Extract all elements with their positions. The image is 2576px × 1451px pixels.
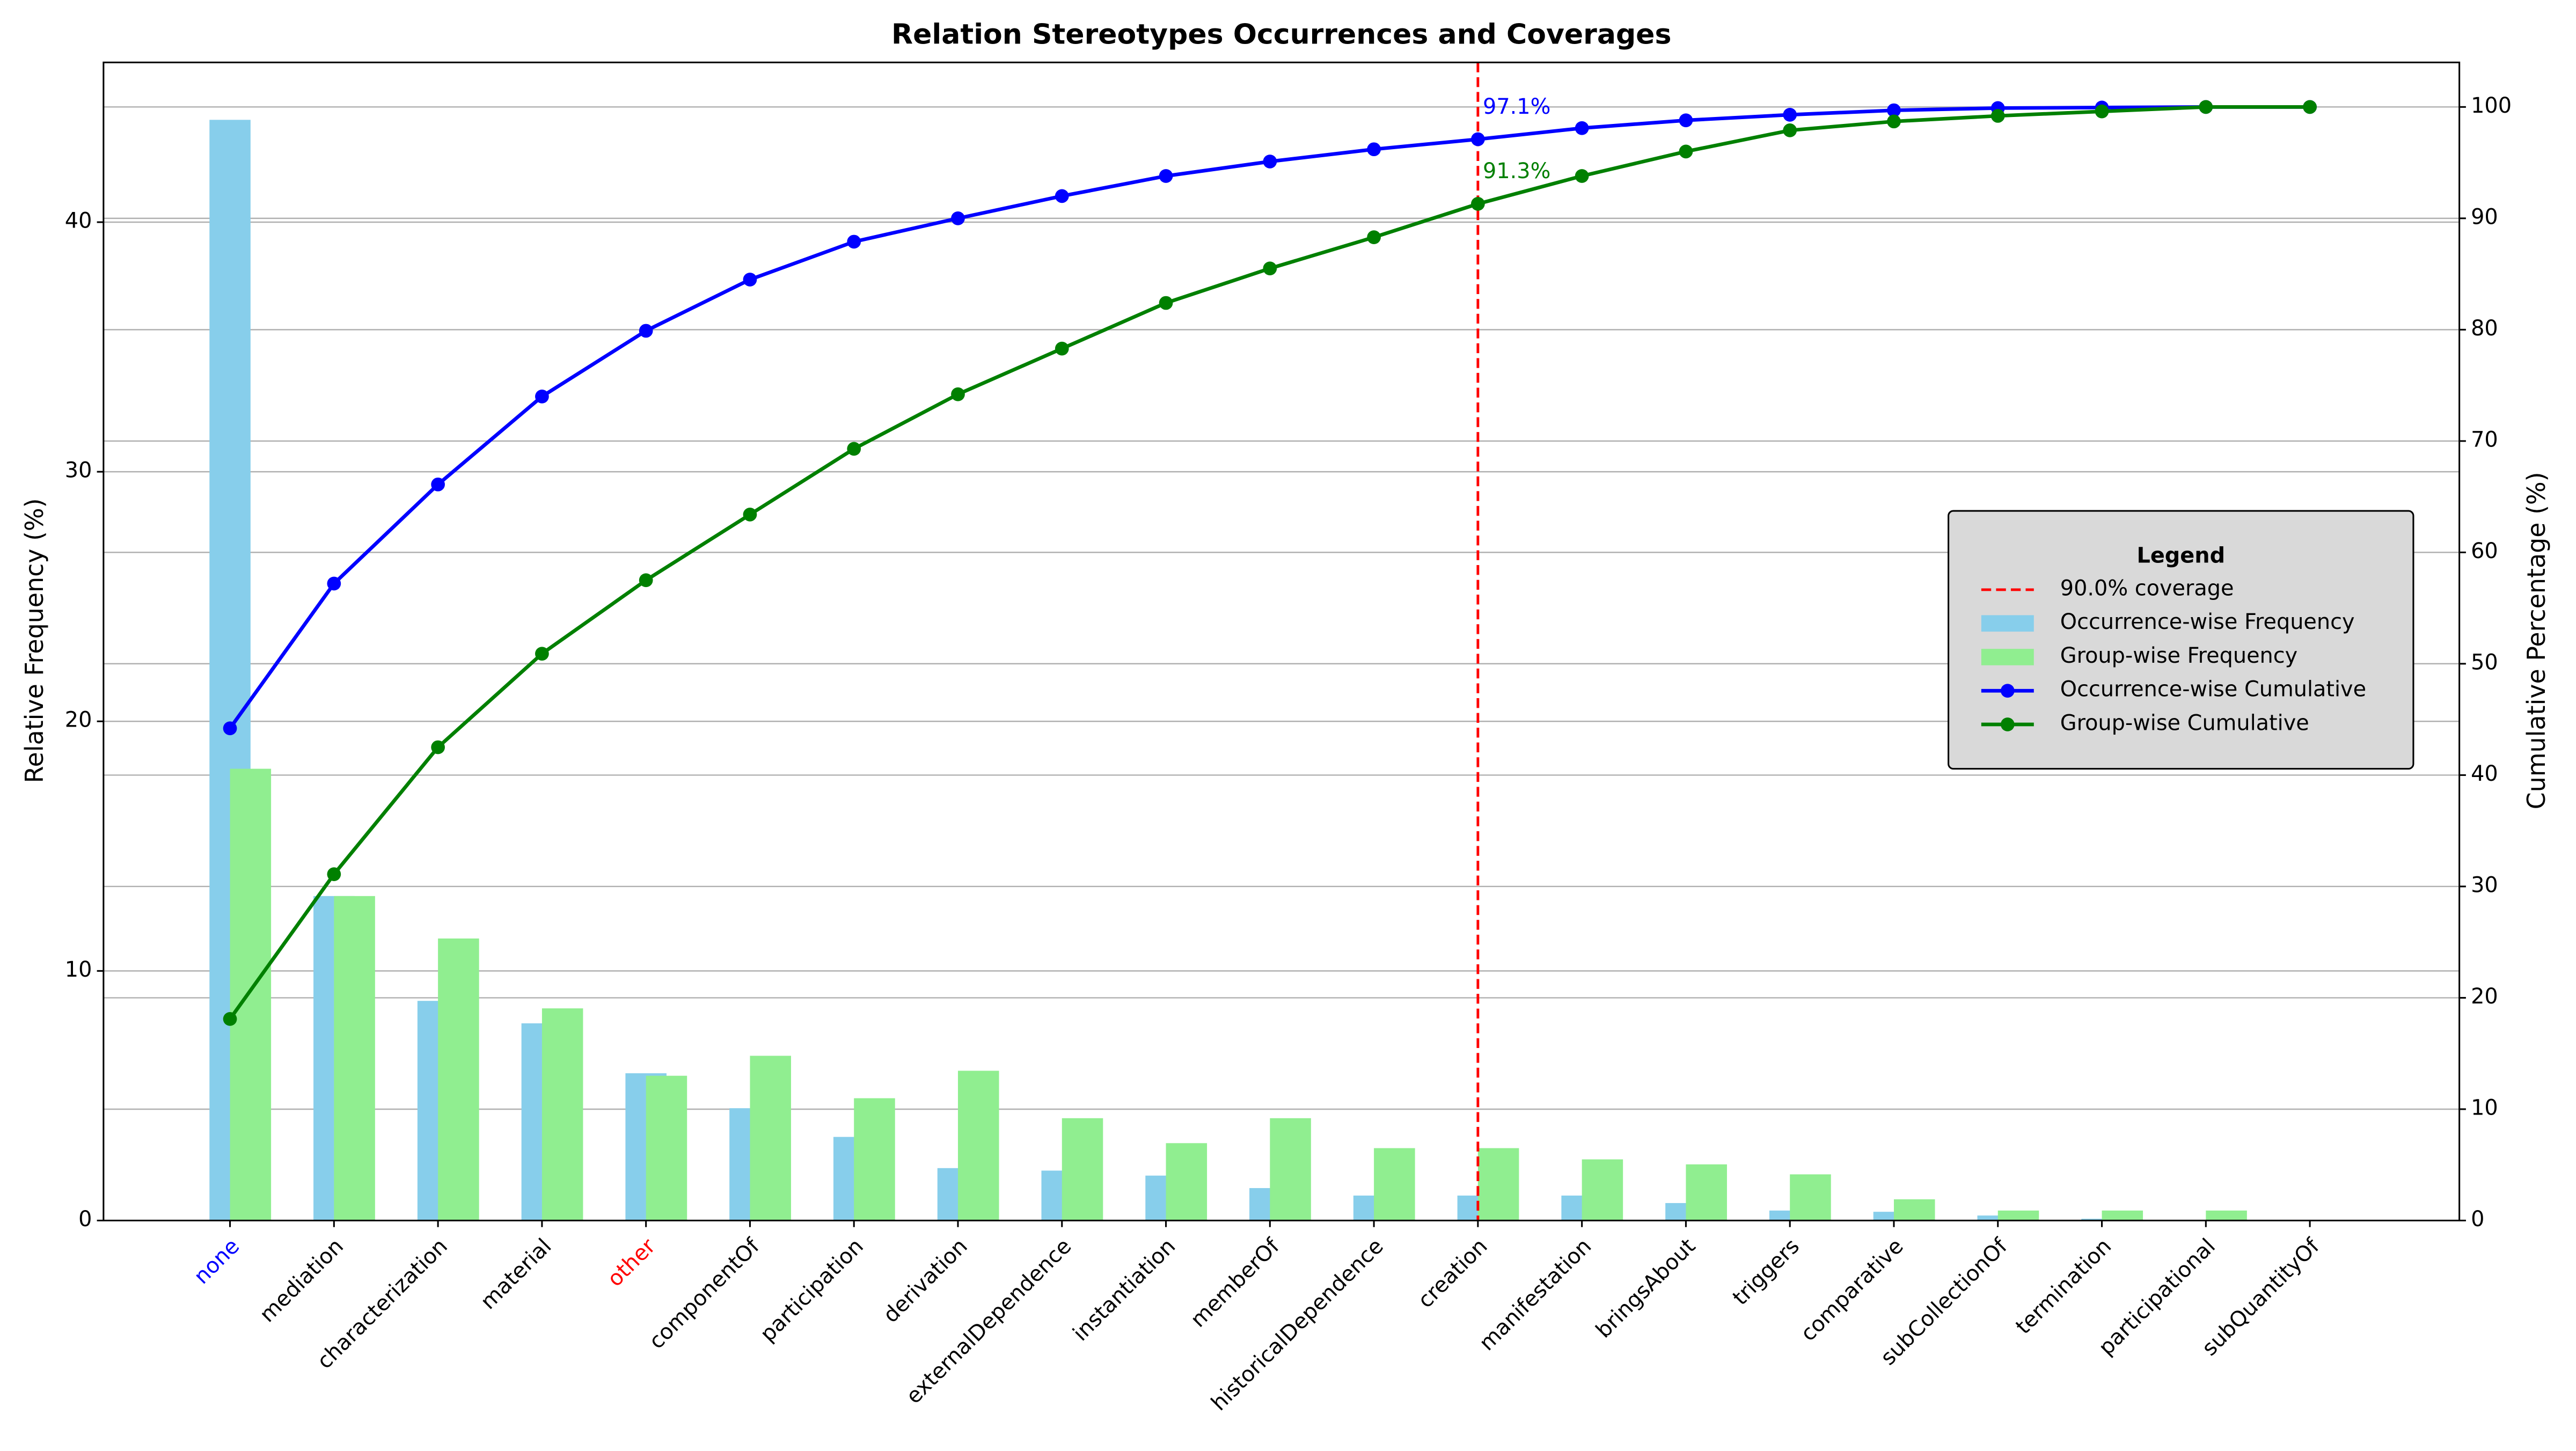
line-point xyxy=(1159,296,1173,310)
y-tick-label: 20 xyxy=(65,708,92,732)
y2-axis-label: Cumulative Percentage (%) xyxy=(2522,472,2551,809)
legend-label: 90.0% coverage xyxy=(2060,576,2234,600)
line-point xyxy=(951,211,965,225)
y2-tick-label: 90 xyxy=(2471,204,2498,229)
annotation: 97.1% xyxy=(1483,94,1550,119)
line-point xyxy=(1679,144,1693,158)
line-point xyxy=(1367,230,1381,244)
legend-swatch xyxy=(1981,649,2034,665)
line-point xyxy=(743,273,757,287)
bar xyxy=(1478,1148,1519,1221)
bar xyxy=(2102,1211,2143,1221)
legend-title: Legend xyxy=(2136,543,2225,568)
line-point xyxy=(1783,123,1797,137)
legend-label: Group-wise Frequency xyxy=(2060,643,2297,668)
y-axis-label: Relative Frequency (%) xyxy=(20,498,49,783)
line-point xyxy=(1263,155,1277,168)
y-tick-label: 10 xyxy=(65,957,92,982)
legend-label: Occurrence-wise Frequency xyxy=(2060,610,2355,634)
line-point xyxy=(639,573,653,587)
bar xyxy=(334,896,375,1221)
legend-label: Group-wise Cumulative xyxy=(2060,711,2309,736)
y2-tick-label: 0 xyxy=(2471,1207,2484,1232)
line-point xyxy=(327,577,341,591)
y2-tick-label: 40 xyxy=(2471,761,2498,786)
bar xyxy=(438,939,479,1221)
line-point xyxy=(1575,169,1589,183)
line-point xyxy=(1783,108,1797,122)
line-point xyxy=(431,741,445,754)
line-point xyxy=(1679,113,1693,127)
line-point xyxy=(2199,100,2213,114)
line-point xyxy=(535,647,549,661)
y-tick-label: 0 xyxy=(78,1207,92,1232)
line-point xyxy=(2303,100,2317,114)
bar xyxy=(750,1056,791,1221)
bar xyxy=(1790,1174,1831,1220)
line-point xyxy=(1055,342,1069,356)
line-point xyxy=(1471,197,1485,211)
chart-title: Relation Stereotypes Occurrences and Cov… xyxy=(891,18,1671,50)
bar xyxy=(230,769,272,1221)
bar xyxy=(1998,1211,2039,1221)
y2-tick-label: 100 xyxy=(2471,93,2512,118)
bar xyxy=(854,1098,895,1221)
line-point xyxy=(1887,114,1901,128)
legend-swatch xyxy=(2001,717,2015,731)
line-point xyxy=(223,1012,237,1026)
annotation: 91.3% xyxy=(1483,159,1550,184)
line-point xyxy=(639,324,653,338)
line-point xyxy=(743,508,757,522)
line-point xyxy=(223,721,237,735)
y2-tick-label: 30 xyxy=(2471,873,2498,897)
y2-tick-label: 80 xyxy=(2471,316,2498,341)
bar xyxy=(2206,1211,2247,1221)
line-point xyxy=(1991,109,2005,123)
bar xyxy=(1270,1118,1311,1221)
line-point xyxy=(847,442,861,456)
line-point xyxy=(535,390,549,404)
line-point xyxy=(1575,121,1589,135)
legend-swatch xyxy=(1981,615,2034,632)
line-point xyxy=(1263,261,1277,275)
bar xyxy=(1894,1199,1935,1221)
line-point xyxy=(951,387,965,401)
y2-tick-label: 20 xyxy=(2471,984,2498,1009)
bar xyxy=(646,1076,687,1221)
bar xyxy=(1374,1148,1415,1221)
y2-tick-label: 50 xyxy=(2471,650,2498,675)
y2-tick-label: 10 xyxy=(2471,1095,2498,1120)
bar xyxy=(542,1008,583,1220)
bar xyxy=(1166,1143,1208,1220)
legend-swatch xyxy=(2001,684,2015,698)
bar xyxy=(1686,1164,1727,1221)
y2-tick-label: 70 xyxy=(2471,427,2498,452)
bar xyxy=(1582,1160,1623,1221)
line-point xyxy=(847,235,861,249)
line-point xyxy=(1055,189,1069,203)
line-point xyxy=(1159,169,1173,183)
bar xyxy=(958,1071,999,1220)
line-point xyxy=(327,867,341,881)
line-point xyxy=(2095,105,2109,119)
bar xyxy=(1062,1118,1103,1221)
legend-label: Occurrence-wise Cumulative xyxy=(2060,677,2366,702)
line-point xyxy=(1471,133,1485,146)
line-point xyxy=(1367,142,1381,156)
y2-tick-label: 60 xyxy=(2471,539,2498,563)
y-tick-label: 30 xyxy=(65,458,92,483)
y-tick-label: 40 xyxy=(65,209,92,233)
line-point xyxy=(431,478,445,492)
